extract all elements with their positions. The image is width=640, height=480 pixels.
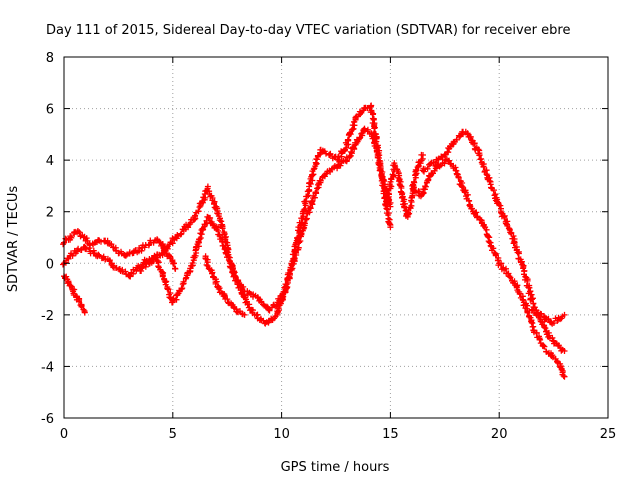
- series-5: [202, 253, 248, 318]
- series-markers: [202, 253, 248, 318]
- plot-frame: [63, 56, 609, 419]
- y-tick-label: -2: [41, 309, 54, 324]
- series-9: [528, 306, 568, 327]
- axis-ticks: [63, 56, 609, 419]
- series-markers: [528, 306, 568, 327]
- x-tick-label: 5: [169, 427, 177, 442]
- axis-tick-labels: 0 5 10 15 20 25 -6 -4 -2 0 2 4 6 8: [41, 51, 616, 442]
- series-markers: [409, 156, 568, 380]
- x-tick-label: 25: [600, 427, 617, 442]
- series-8: [420, 128, 568, 354]
- series-markers: [382, 151, 426, 220]
- x-tick-label: 15: [382, 427, 399, 442]
- series-7: [409, 156, 568, 380]
- x-tick-label: 0: [60, 427, 68, 442]
- chart-title: Day 111 of 2015, Sidereal Day-to-day VTE…: [46, 23, 570, 38]
- plot-series: [60, 102, 568, 380]
- y-tick-label: 8: [46, 51, 54, 66]
- x-tick-label: 10: [273, 427, 290, 442]
- y-tick-label: 2: [46, 206, 54, 221]
- series-3: [61, 273, 88, 316]
- y-tick-label: -6: [41, 412, 54, 427]
- series-6: [382, 151, 426, 220]
- y-tick-label: 6: [46, 103, 54, 118]
- series-markers: [61, 273, 88, 316]
- y-axis-label: SDTVAR / TECUs: [6, 186, 21, 293]
- x-axis-label: GPS time / hours: [281, 460, 390, 475]
- y-tick-label: -4: [41, 360, 54, 375]
- y-tick-label: 0: [46, 257, 54, 272]
- x-tick-label: 20: [491, 427, 508, 442]
- y-tick-label: 4: [46, 154, 54, 169]
